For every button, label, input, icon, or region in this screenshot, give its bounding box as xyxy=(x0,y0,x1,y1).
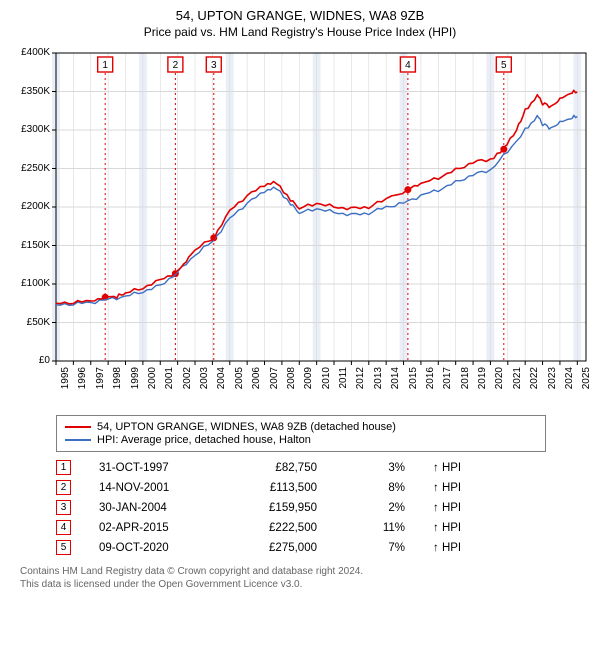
svg-text:5: 5 xyxy=(501,60,507,71)
x-tick-label: 1996 xyxy=(77,367,88,397)
sales-row: 2 14-NOV-2001 £113,500 8% ↑ HPI xyxy=(56,480,590,495)
x-tick-label: 2007 xyxy=(269,367,280,397)
sale-price: £159,950 xyxy=(237,502,317,514)
sale-price: £82,750 xyxy=(237,462,317,474)
sale-badge: 5 xyxy=(56,540,71,555)
sales-row: 3 30-JAN-2004 £159,950 2% ↑ HPI xyxy=(56,500,590,515)
sales-row: 4 02-APR-2015 £222,500 11% ↑ HPI xyxy=(56,520,590,535)
x-tick-label: 2023 xyxy=(547,367,558,397)
sale-hpi-suffix: ↑ HPI xyxy=(433,522,461,534)
svg-text:1: 1 xyxy=(102,60,108,71)
y-tick-label: £400K xyxy=(10,47,50,58)
y-tick-label: £0 xyxy=(10,355,50,366)
x-tick-label: 2010 xyxy=(321,367,332,397)
x-tick-label: 2014 xyxy=(390,367,401,397)
sale-price: £222,500 xyxy=(237,522,317,534)
legend-swatch xyxy=(65,426,91,428)
x-tick-label: 2013 xyxy=(373,367,384,397)
x-tick-label: 2024 xyxy=(564,367,575,397)
sale-date: 31-OCT-1997 xyxy=(99,462,209,474)
x-tick-label: 1995 xyxy=(60,367,71,397)
x-tick-label: 2005 xyxy=(234,367,245,397)
footer-line-1: Contains HM Land Registry data © Crown c… xyxy=(20,565,590,578)
x-tick-label: 2011 xyxy=(338,367,349,397)
x-tick-label: 2009 xyxy=(303,367,314,397)
y-tick-label: £250K xyxy=(10,163,50,174)
sale-date: 30-JAN-2004 xyxy=(99,502,209,514)
y-tick-label: £300K xyxy=(10,124,50,135)
y-tick-label: £350K xyxy=(10,86,50,97)
sale-hpi-suffix: ↑ HPI xyxy=(433,542,461,554)
x-tick-label: 2018 xyxy=(460,367,471,397)
sale-pct: 2% xyxy=(345,502,405,514)
svg-text:3: 3 xyxy=(211,60,217,71)
sale-date: 09-OCT-2020 xyxy=(99,542,209,554)
sales-row: 1 31-OCT-1997 £82,750 3% ↑ HPI xyxy=(56,460,590,475)
y-tick-label: £200K xyxy=(10,201,50,212)
y-tick-label: £50K xyxy=(10,317,50,328)
sale-badge: 2 xyxy=(56,480,71,495)
x-tick-label: 2020 xyxy=(494,367,505,397)
x-tick-label: 2000 xyxy=(147,367,158,397)
x-tick-label: 2021 xyxy=(512,367,523,397)
footer-attribution: Contains HM Land Registry data © Crown c… xyxy=(20,565,590,591)
x-tick-label: 2016 xyxy=(425,367,436,397)
legend-swatch xyxy=(65,439,91,441)
x-tick-label: 2003 xyxy=(199,367,210,397)
svg-text:2: 2 xyxy=(173,60,179,71)
footer-line-2: This data is licensed under the Open Gov… xyxy=(20,578,590,591)
sale-price: £275,000 xyxy=(237,542,317,554)
x-tick-label: 2017 xyxy=(442,367,453,397)
sale-pct: 7% xyxy=(345,542,405,554)
x-tick-label: 2002 xyxy=(182,367,193,397)
svg-text:4: 4 xyxy=(405,60,411,71)
sales-table: 1 31-OCT-1997 £82,750 3% ↑ HPI 2 14-NOV-2001 £1… xyxy=(56,460,590,555)
x-tick-label: 2004 xyxy=(216,367,227,397)
sale-date: 14-NOV-2001 xyxy=(99,482,209,494)
sale-hpi-suffix: ↑ HPI xyxy=(433,502,461,514)
sales-row: 5 09-OCT-2020 £275,000 7% ↑ HPI xyxy=(56,540,590,555)
x-tick-label: 2025 xyxy=(581,367,592,397)
legend-label: 54, UPTON GRANGE, WIDNES, WA8 9ZB (detac… xyxy=(97,421,396,433)
sale-price: £113,500 xyxy=(237,482,317,494)
y-tick-label: £150K xyxy=(10,240,50,251)
x-tick-label: 2006 xyxy=(251,367,262,397)
legend-item: 54, UPTON GRANGE, WIDNES, WA8 9ZB (detac… xyxy=(65,421,537,433)
x-tick-label: 2022 xyxy=(529,367,540,397)
page-subtitle: Price paid vs. HM Land Registry's House … xyxy=(10,25,590,39)
legend-item: HPI: Average price, detached house, Halt… xyxy=(65,434,537,446)
sale-hpi-suffix: ↑ HPI xyxy=(433,482,461,494)
x-tick-label: 2012 xyxy=(355,367,366,397)
sale-badge: 4 xyxy=(56,520,71,535)
x-tick-label: 1999 xyxy=(130,367,141,397)
sale-hpi-suffix: ↑ HPI xyxy=(433,462,461,474)
x-tick-label: 2015 xyxy=(408,367,419,397)
x-tick-label: 1997 xyxy=(95,367,106,397)
sale-date: 02-APR-2015 xyxy=(99,522,209,534)
price-chart: 1 2 3 4 5 £0 £50K £100K £150K £200K £250K £300K £35… xyxy=(10,45,590,405)
legend: 54, UPTON GRANGE, WIDNES, WA8 9ZB (detac… xyxy=(56,415,546,452)
x-tick-label: 2008 xyxy=(286,367,297,397)
sale-pct: 8% xyxy=(345,482,405,494)
x-tick-label: 2019 xyxy=(477,367,488,397)
y-tick-label: £100K xyxy=(10,278,50,289)
x-tick-label: 1998 xyxy=(112,367,123,397)
x-tick-label: 2001 xyxy=(164,367,175,397)
sale-pct: 3% xyxy=(345,462,405,474)
sale-pct: 11% xyxy=(345,522,405,534)
legend-label: HPI: Average price, detached house, Halt… xyxy=(97,434,311,446)
sale-badge: 3 xyxy=(56,500,71,515)
page-title: 54, UPTON GRANGE, WIDNES, WA8 9ZB xyxy=(10,8,590,23)
sale-badge: 1 xyxy=(56,460,71,475)
